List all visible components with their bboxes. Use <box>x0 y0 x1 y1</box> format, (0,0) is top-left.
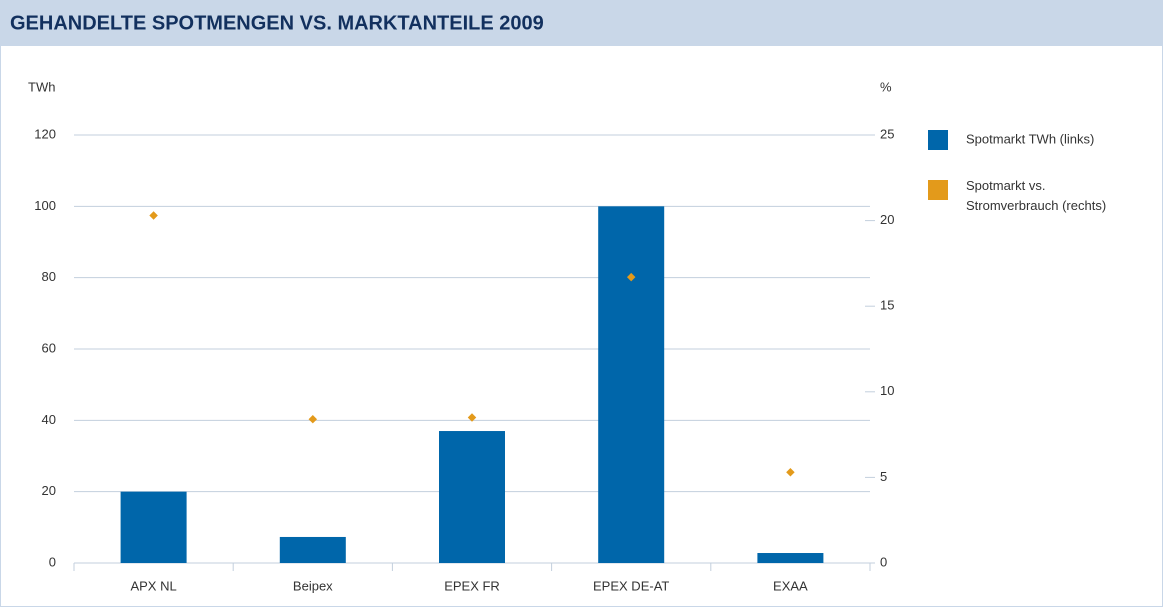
marker <box>308 414 318 424</box>
marker <box>467 413 477 422</box>
bar <box>120 491 187 563</box>
legend-swatch <box>928 130 948 150</box>
y-tick-label: 100 <box>34 198 56 213</box>
marker <box>786 468 795 477</box>
y2-tick-label: 5 <box>880 469 887 484</box>
y-tick-label: 40 <box>42 412 56 427</box>
y-tick-label: 20 <box>42 483 56 498</box>
y-tick-label: 80 <box>42 269 56 284</box>
bar <box>279 536 346 563</box>
y-axis-unit: TWh <box>28 79 55 94</box>
legend-label: Spotmarkt vs. Stromverbrauch (rechts) <box>966 178 1106 213</box>
title-bar <box>0 0 1163 46</box>
x-tick-label: APX NL <box>130 578 176 593</box>
y2-tick-label: 25 <box>880 126 894 141</box>
legend-label-line: Spotmarkt vs. <box>966 178 1045 193</box>
x-tick-label: Beipex <box>293 578 333 593</box>
y-tick-label: 60 <box>42 340 56 355</box>
bar <box>757 553 824 563</box>
marker <box>149 211 158 220</box>
legend-label-line: Stromverbrauch (rechts) <box>966 198 1106 213</box>
x-tick-label: EPEX FR <box>444 578 500 593</box>
y2-tick-label: 10 <box>880 383 894 398</box>
y2-axis-unit: % <box>880 79 892 94</box>
y-tick-label: 120 <box>34 126 56 141</box>
x-tick-label: EXAA <box>773 578 808 593</box>
marker <box>626 272 636 282</box>
y2-tick-label: 0 <box>880 554 887 569</box>
y2-tick-label: 15 <box>880 298 894 313</box>
legend-label: Spotmarkt TWh (links) <box>966 131 1094 146</box>
y2-tick-label: 20 <box>880 212 894 227</box>
x-tick-label: EPEX DE-AT <box>593 578 669 593</box>
y-tick-label: 0 <box>49 554 56 569</box>
bar <box>598 206 665 564</box>
chart-title: GEHANDELTE SPOTMENGEN VS. MARKTANTEILE 2… <box>10 12 544 34</box>
legend-swatch <box>928 180 948 200</box>
bar <box>439 431 505 563</box>
